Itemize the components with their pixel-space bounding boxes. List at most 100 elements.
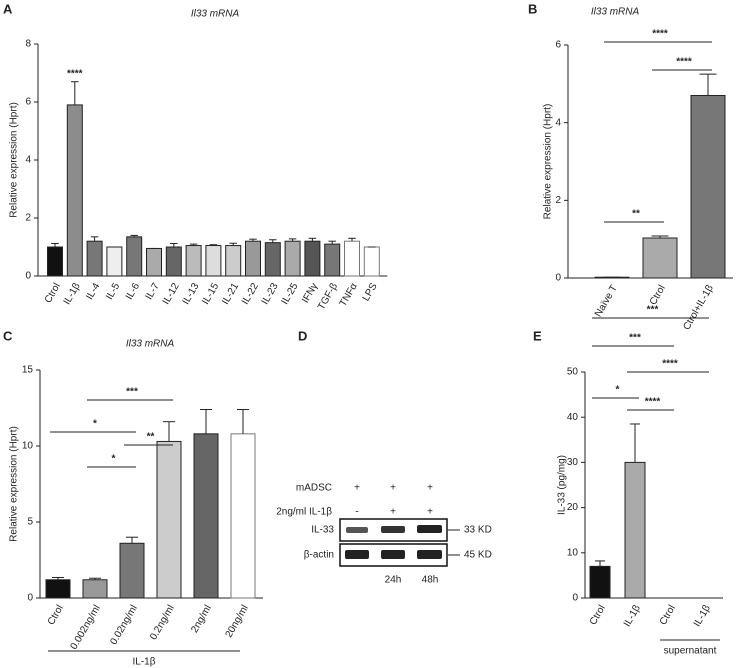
y-tick-label: 6 <box>555 40 561 51</box>
x-tick-label: IL-5 <box>104 281 122 302</box>
blot-lane-mark: + <box>390 483 396 494</box>
bar <box>690 94 726 279</box>
x-tick-label: Ctrol <box>46 603 66 627</box>
x-tick-label: Naïve T <box>593 283 620 319</box>
group-label: IL-1β <box>133 657 156 668</box>
chart-title: Il33 mRNA <box>591 7 640 18</box>
bar <box>106 246 123 277</box>
x-tick-label: IFNγ <box>300 281 320 305</box>
y-tick-label: 2 <box>555 195 561 206</box>
y-axis-label: Relative expression (Hprt) <box>543 104 554 220</box>
y-tick-label: 0 <box>27 593 33 604</box>
bar <box>264 242 281 277</box>
significance-label: * <box>616 385 620 396</box>
x-tick-label: 20ng/ml <box>224 603 251 639</box>
bar <box>225 245 242 277</box>
x-tick-label: 0.002ng/ml <box>69 603 103 651</box>
bar <box>82 579 108 599</box>
bar <box>86 240 103 277</box>
x-tick-label: IL-6 <box>124 281 142 302</box>
blot-band <box>417 550 442 559</box>
bar <box>119 542 145 599</box>
significance-label: *** <box>126 387 138 398</box>
y-tick-label: 0 <box>572 593 578 604</box>
chart-title: Il33 mRNA <box>126 339 175 350</box>
y-tick-label: 2 <box>25 213 31 224</box>
x-tick-label: IL-15 <box>200 281 221 307</box>
blot-row-label: 2ng/ml IL-1β <box>276 507 332 518</box>
bar <box>589 565 611 599</box>
panel-letter: A <box>3 1 13 16</box>
y-tick-label: 5 <box>27 517 33 528</box>
bar <box>324 243 341 277</box>
bar <box>344 240 360 277</box>
bar <box>165 246 182 277</box>
panel-letter: C <box>3 328 13 343</box>
significance-label: *** <box>647 305 659 316</box>
bar <box>66 104 83 277</box>
blot-band <box>417 525 442 533</box>
blot-row-label: mADSC <box>296 483 332 494</box>
y-axis-label: IL-33 (pg/mg) <box>557 455 568 515</box>
bar <box>230 433 256 599</box>
bar <box>304 240 321 277</box>
y-axis-label: Relative expression (Hprt) <box>9 426 20 542</box>
x-tick-label: IL-7 <box>144 281 162 302</box>
significance-label: **** <box>676 57 692 68</box>
bar <box>205 245 222 277</box>
bar <box>193 433 219 599</box>
significance-label: **** <box>67 68 83 79</box>
x-tick-label: IL-1β <box>692 603 713 629</box>
x-tick-label: Ctrol+IL-1β <box>681 283 716 332</box>
y-tick-label: 10 <box>567 547 579 558</box>
x-tick-label: Ctrol <box>648 283 668 307</box>
x-tick-label: 0.2ng/ml <box>148 603 177 642</box>
x-tick-label: TGF-β <box>316 281 340 312</box>
panel-letter: B <box>528 1 537 16</box>
y-tick-label: 8 <box>25 39 31 50</box>
y-tick-label: 50 <box>567 367 579 378</box>
blot-lane-mark: + <box>354 483 360 494</box>
x-tick-label: 0.02ng/ml <box>108 603 139 647</box>
bar <box>156 440 182 599</box>
x-tick-label: TNFα <box>338 281 360 309</box>
significance-label: *** <box>629 333 641 344</box>
x-tick-label: LPS <box>361 281 380 303</box>
blot-band-label: IL-33 <box>311 525 334 536</box>
significance-label: **** <box>645 397 661 408</box>
panel-letter: E <box>533 328 542 343</box>
blot-lane-mark: + <box>390 507 396 518</box>
bar <box>624 461 646 599</box>
significance-label: ** <box>632 209 640 220</box>
y-tick-label: 6 <box>25 97 31 108</box>
blot-band <box>381 526 405 533</box>
y-axis-label: Relative expression (Hprt) <box>9 102 20 218</box>
y-tick-label: 4 <box>25 155 31 166</box>
x-tick-label: IL-25 <box>280 281 301 307</box>
bar <box>185 245 202 277</box>
y-tick-label: 20 <box>567 502 579 513</box>
y-tick-label: 10 <box>22 441 34 452</box>
x-tick-label: IL-4 <box>84 281 102 302</box>
bar <box>47 246 63 277</box>
x-tick-label: IL-13 <box>181 281 202 307</box>
x-tick-label: IL-23 <box>260 281 281 307</box>
blot-lane-mark: + <box>427 507 433 518</box>
bar <box>363 246 380 277</box>
x-tick-label: IL-1β <box>62 281 83 307</box>
chart-title: Il33 mRNA <box>191 9 240 20</box>
blot-size-label: 33 KD <box>464 525 492 536</box>
panel-letter: D <box>298 328 307 343</box>
blot-lane-mark: - <box>355 507 358 518</box>
x-tick-label: Ctrol <box>588 603 608 627</box>
x-tick-label: IL-22 <box>240 281 261 307</box>
y-tick-label: 30 <box>567 457 579 468</box>
y-tick-label: 4 <box>555 117 561 128</box>
bar <box>146 247 162 277</box>
group-label: supernatant <box>664 646 717 657</box>
x-tick-label: 2ng/ml <box>189 603 214 634</box>
bar <box>284 240 301 277</box>
blot-time-label: 48h <box>422 575 439 586</box>
x-tick-label: Ctrol <box>43 281 63 305</box>
y-tick-label: 0 <box>555 273 561 284</box>
